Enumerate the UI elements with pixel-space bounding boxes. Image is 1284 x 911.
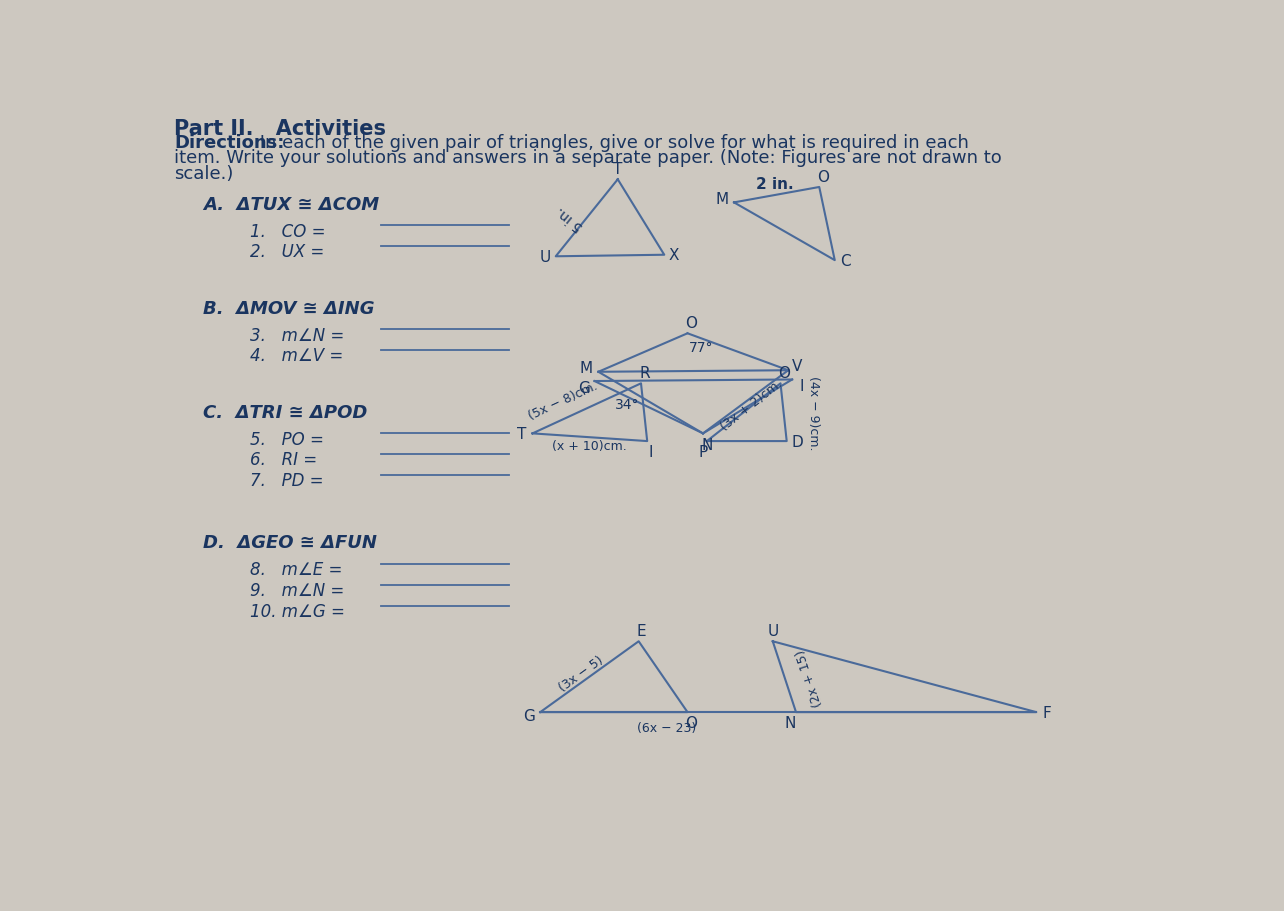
Text: T: T (517, 426, 526, 442)
Text: 34°: 34° (615, 398, 639, 412)
Text: U: U (767, 623, 778, 639)
Text: D.  ΔGEO ≅ ΔFUN: D. ΔGEO ≅ ΔFUN (203, 534, 377, 552)
Text: P: P (698, 445, 707, 460)
Text: G: G (578, 380, 589, 395)
Text: Activities: Activities (253, 118, 385, 138)
Text: (3x − 5): (3x − 5) (557, 653, 606, 693)
Text: 5.   PO =: 5. PO = (249, 430, 324, 448)
Text: 5 in.: 5 in. (553, 204, 586, 233)
Text: B.  ΔMOV ≅ ΔING: B. ΔMOV ≅ ΔING (203, 300, 375, 317)
Text: 4.   m∠V =: 4. m∠V = (249, 347, 343, 365)
Text: T: T (612, 162, 623, 177)
Text: O: O (778, 365, 791, 381)
Text: I: I (648, 445, 654, 460)
Text: 2.   UX =: 2. UX = (249, 243, 324, 261)
Text: X: X (668, 248, 679, 263)
Text: C.  ΔTRI ≅ ΔPOD: C. ΔTRI ≅ ΔPOD (203, 404, 367, 421)
Text: O: O (817, 169, 829, 185)
Text: (6x − 23): (6x − 23) (637, 722, 697, 734)
Text: In each of the given pair of triangles, give or solve for what is required in ea: In each of the given pair of triangles, … (253, 134, 968, 152)
Text: G: G (524, 709, 535, 723)
Text: M: M (579, 360, 592, 375)
Text: Directions:: Directions: (175, 134, 285, 152)
Text: (2x + 15): (2x + 15) (795, 647, 826, 707)
Text: 8.   m∠E =: 8. m∠E = (249, 561, 342, 578)
Text: 9.   m∠N =: 9. m∠N = (249, 581, 344, 599)
Text: A.  ΔTUX ≅ ΔCOM: A. ΔTUX ≅ ΔCOM (203, 196, 379, 213)
Text: (5x − 8)cm.: (5x − 8)cm. (526, 380, 600, 423)
Text: C: C (840, 253, 851, 269)
Text: 6.   RI =: 6. RI = (249, 451, 317, 469)
Text: O: O (686, 716, 697, 731)
Text: M: M (715, 192, 729, 207)
Text: N: N (701, 437, 713, 452)
Text: (x + 10)cm.: (x + 10)cm. (552, 440, 627, 453)
Text: Part II.: Part II. (175, 118, 254, 138)
Text: 2 in.: 2 in. (756, 177, 794, 191)
Text: item. Write your solutions and answers in a separate paper. (Note: Figures are n: item. Write your solutions and answers i… (175, 149, 1003, 168)
Text: D: D (792, 435, 804, 449)
Text: I: I (799, 379, 804, 394)
Text: 3.   m∠N =: 3. m∠N = (249, 326, 344, 344)
Text: 7.   PD =: 7. PD = (249, 472, 324, 489)
Text: E: E (636, 623, 646, 639)
Text: 10. m∠G =: 10. m∠G = (249, 602, 344, 620)
Text: F: F (1043, 705, 1052, 720)
Text: (4x − 9)cm.: (4x − 9)cm. (808, 375, 820, 450)
Text: V: V (792, 359, 802, 374)
Text: N: N (785, 716, 796, 731)
Text: (3x + 2)cm.: (3x + 2)cm. (718, 377, 785, 434)
Text: R: R (639, 365, 650, 381)
Text: O: O (686, 315, 697, 331)
Text: 77°: 77° (690, 341, 714, 354)
Text: U: U (539, 250, 551, 264)
Text: scale.): scale.) (175, 165, 234, 183)
Text: 1.   CO =: 1. CO = (249, 222, 325, 241)
